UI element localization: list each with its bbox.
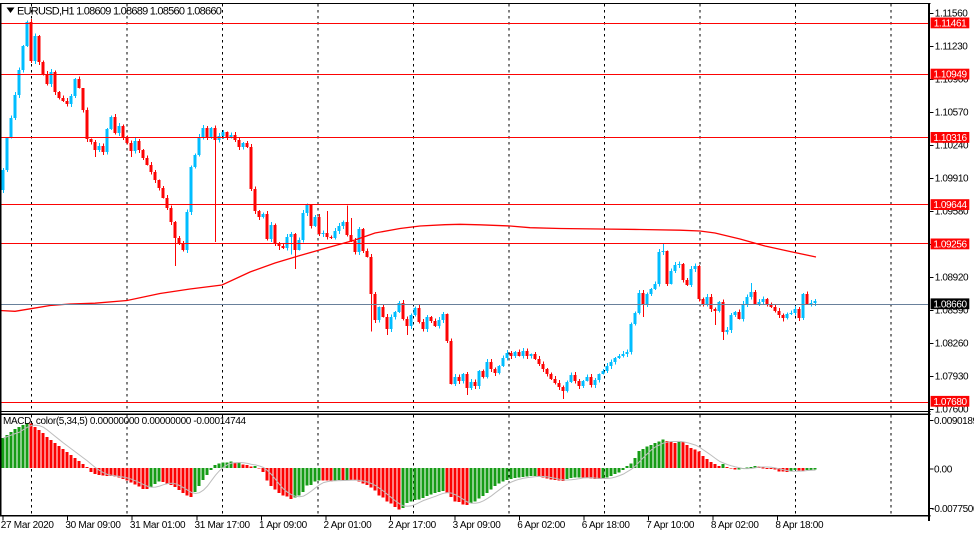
svg-text:1.07680: 1.07680: [933, 397, 967, 408]
svg-text:1.10316: 1.10316: [933, 133, 967, 144]
svg-text:1.11461: 1.11461: [934, 19, 967, 30]
svg-text:1.10570: 1.10570: [935, 108, 969, 119]
svg-text:EURUSD,H1 1.08609 1.08689 1.0: EURUSD,H1 1.08609 1.08689 1.08560 1.0866…: [17, 6, 222, 18]
svg-text:1.07600: 1.07600: [935, 405, 969, 416]
svg-text:2 Apr 01:00: 2 Apr 01:00: [324, 520, 373, 531]
svg-text:31 Mar 01:00: 31 Mar 01:00: [130, 520, 186, 531]
svg-text:1 Apr 09:00: 1 Apr 09:00: [259, 520, 308, 531]
svg-text:1.08660: 1.08660: [933, 299, 967, 310]
svg-text:1.08590: 1.08590: [935, 306, 969, 317]
svg-text:1.09644: 1.09644: [933, 200, 967, 211]
svg-text:1.10900: 1.10900: [935, 75, 969, 86]
svg-text:0.00: 0.00: [934, 464, 953, 475]
svg-text:0.0090189: 0.0090189: [934, 416, 974, 427]
svg-text:8 Apr 02:00: 8 Apr 02:00: [711, 520, 760, 531]
svg-text:1.11560: 1.11560: [935, 9, 968, 20]
svg-text:1.08920: 1.08920: [935, 273, 969, 284]
svg-text:1.08260: 1.08260: [935, 339, 969, 350]
svg-text:1.09580: 1.09580: [935, 207, 969, 218]
svg-text:MACD, color(5,34,5) 0.00000000: MACD, color(5,34,5) 0.00000000 0.0000000…: [3, 416, 247, 427]
svg-text:8 Apr 18:00: 8 Apr 18:00: [775, 520, 824, 531]
svg-text:30 Mar 09:00: 30 Mar 09:00: [65, 520, 121, 531]
svg-text:1.10240: 1.10240: [935, 141, 969, 152]
svg-text:7 Apr 10:00: 7 Apr 10:00: [646, 520, 695, 531]
svg-text:6 Apr 02:00: 6 Apr 02:00: [517, 520, 566, 531]
svg-text:2 Apr 17:00: 2 Apr 17:00: [388, 520, 437, 531]
svg-text:6 Apr 18:00: 6 Apr 18:00: [582, 520, 631, 531]
svg-text:27 Mar 2020: 27 Mar 2020: [1, 520, 55, 531]
svg-text:1.09256: 1.09256: [933, 240, 967, 251]
svg-text:-0.0077500: -0.0077500: [932, 504, 974, 515]
svg-text:31 Mar 17:00: 31 Mar 17:00: [194, 520, 250, 531]
svg-text:1.09910: 1.09910: [935, 174, 969, 185]
svg-text:1.10949: 1.10949: [933, 70, 967, 81]
svg-text:3 Apr 09:00: 3 Apr 09:00: [453, 520, 502, 531]
svg-text:1.07930: 1.07930: [935, 372, 969, 383]
svg-text:1.11230: 1.11230: [935, 42, 968, 53]
